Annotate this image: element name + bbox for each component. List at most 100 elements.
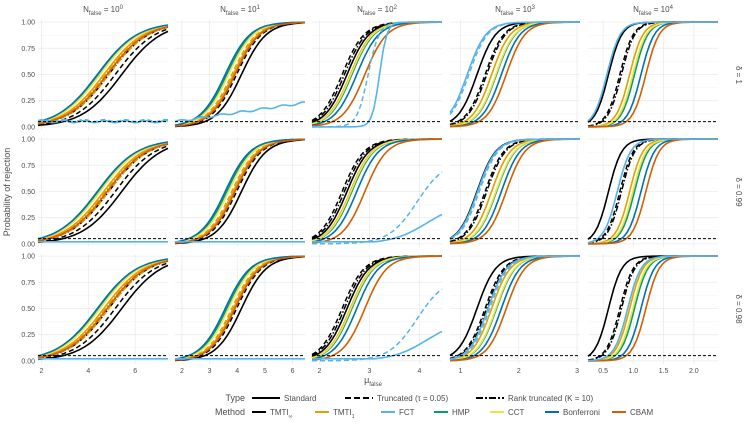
x-tick-label: 3: [208, 368, 212, 375]
column-header-2: Nfalse = 102: [357, 5, 397, 17]
series-line-tmti1-4: [174, 255, 306, 361]
panel-r0-c4: [587, 20, 718, 130]
y-tick-label: 0.25: [21, 215, 35, 222]
panel-r2-c4: 0.5 1.0 1.5 2.0: [587, 254, 718, 375]
x-tick-label: 1: [459, 368, 463, 375]
column-header-3: Nfalse = 103: [495, 5, 535, 17]
series-line-tmti-2: [37, 143, 169, 242]
series-line-fct-11: [37, 118, 169, 123]
y-tick-label: 0.75: [21, 46, 35, 53]
series-line-tmti-1: [37, 28, 169, 126]
panel-r2-c3: 1 2 3: [449, 254, 580, 375]
legend-type-label: Truncated (τ = 0.05): [377, 394, 448, 403]
series-line-tmti-1: [449, 255, 580, 360]
row-strip-label-1: δ = 0.99: [734, 177, 743, 207]
series-line-tmti-2: [37, 26, 169, 125]
y-tick-label: 0.75: [21, 280, 35, 287]
series-line-fct-8: [312, 213, 443, 243]
series-line-bonferroni-7: [174, 255, 305, 360]
panel-r2-c1: 2 3 4 5 6: [174, 254, 306, 375]
series-line-tmti-1: [449, 21, 580, 126]
series-line-tmti1-3: [37, 25, 169, 124]
y-tick-label: 0.50: [21, 306, 35, 313]
series-line-tmti-0: [174, 21, 306, 128]
series-line-tmti1-4: [174, 21, 306, 127]
panel-r1-c2: [311, 137, 443, 247]
column-header-0: Nfalse = 100: [83, 5, 123, 17]
x-tick-label: 3: [368, 368, 372, 375]
series-line-tmti1-3: [37, 259, 169, 358]
x-tick-label: 3: [575, 368, 579, 375]
series-line-fct-9: [312, 288, 443, 362]
x-tick-label: 5: [263, 368, 267, 375]
y-tick-label: 0.00: [21, 358, 35, 365]
y-tick-label: 0.25: [21, 332, 35, 339]
panel-r0-c3: [449, 20, 580, 130]
series-line-bonferroni-8: [37, 258, 169, 357]
series-line-fct-8: [449, 255, 580, 360]
y-tick-label: 0.00: [21, 124, 35, 131]
series-line-tmti-0: [37, 147, 169, 244]
column-header-4: Nfalse = 104: [633, 5, 673, 17]
series-line-fct-9: [449, 255, 580, 361]
series-line-bonferroni-8: [37, 24, 169, 123]
series-line-bonferroni-8: [37, 141, 169, 240]
axis-labels: Nfalse = 100 Nfalse = 101 Nfalse = 102 Nfal…: [2, 5, 743, 388]
y-tick-label: 0.25: [21, 98, 35, 105]
panel-grid: 0.00 0.25 0.50 0.75 1.00 0.00 0.25 0.50 0.75 1.0 0…: [21, 20, 718, 375]
series-line-cbam-8: [174, 138, 306, 244]
x-tick-label: 4: [418, 368, 422, 375]
series-line-cbam-9: [37, 260, 169, 359]
series-line-cbam-9: [37, 26, 169, 125]
legend-method-label: Bonferroni: [563, 408, 600, 417]
y-axis-title: Probability of rejection: [2, 148, 12, 237]
series-line-cbam-7: [311, 138, 442, 244]
x-axis-title: μfalse: [364, 375, 383, 388]
series-line-tmti-0: [37, 30, 169, 127]
series-line-tmti-1: [449, 138, 580, 243]
legend: Type Standard Truncated (τ = 0.05) Rank tru…: [215, 393, 653, 420]
y-tick-label: 0.50: [21, 189, 35, 196]
series-line-cct-7: [37, 24, 169, 124]
panel-r1-c3: [449, 137, 580, 247]
x-tick-label: 4: [235, 368, 239, 375]
series-line-fct-9: [174, 101, 306, 123]
y-tick-label: 1.00: [21, 137, 35, 144]
column-header-1: Nfalse = 101: [220, 5, 260, 17]
series-line-tmti-0: [37, 264, 169, 361]
x-tick-label: 6: [133, 368, 137, 375]
series-line-cbam-8: [174, 255, 306, 361]
x-tick-label: 2: [318, 368, 322, 375]
series-line-cbam-8: [174, 21, 306, 127]
series-line-fct-8: [312, 330, 443, 360]
x-tick-label: 1.0: [628, 368, 638, 375]
series-line-tmti-1: [37, 262, 169, 360]
series-line-tmti-2: [37, 260, 169, 359]
series-line-bonferroni-7: [174, 138, 305, 243]
x-tick-label: 2: [517, 368, 521, 375]
y-tick-label: 0.00: [21, 241, 35, 248]
panel-r2-c2: 2 3 4: [311, 254, 443, 375]
legend-method-label: HMP: [452, 408, 470, 417]
series-line-fct-8: [587, 255, 718, 362]
x-tick-label: 2: [180, 368, 184, 375]
series-line-tmti1-5: [37, 142, 169, 242]
panel-r0-c1: [174, 20, 306, 130]
row-strip-label-2: δ = 0.98: [734, 294, 743, 324]
legend-method-label: TMTI∞: [270, 408, 293, 420]
series-line-fct-9: [449, 138, 580, 241]
legend-method-label: CCT: [508, 408, 525, 417]
legend-method-label: FCT: [399, 408, 415, 417]
series-line-fct-8: [587, 21, 718, 122]
x-tick-label: 4: [86, 368, 90, 375]
series-line-tmti1-5: [37, 259, 169, 359]
x-tick-label: 1.5: [659, 368, 669, 375]
legend-type-label: Standard: [284, 394, 316, 403]
series-line-tmti1-4: [174, 138, 306, 244]
series-line-tmti-1: [37, 145, 169, 243]
panel-r1-c1: [174, 137, 306, 247]
x-tick-label: 2.0: [689, 368, 699, 375]
legend-method-title: Method: [215, 407, 245, 417]
